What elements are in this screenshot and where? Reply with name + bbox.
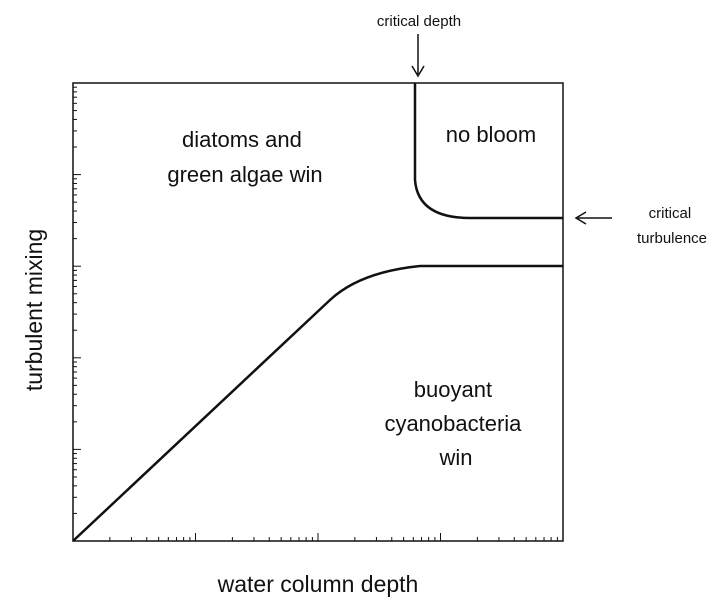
cyanobacteria-region-label: buoyant cyanobacteria win	[384, 377, 527, 470]
critical-turbulence-label: critical turbulence	[637, 205, 707, 247]
label-line: diatoms and	[182, 127, 302, 152]
no-bloom-region-label: no bloom	[446, 122, 537, 147]
ticks	[72, 86, 558, 542]
label-line: turbulence	[637, 230, 707, 247]
diatoms-region-label: diatoms and green algae win	[167, 127, 322, 187]
upper-boundary-curve	[413, 83, 563, 220]
label-line: buoyant	[414, 377, 492, 402]
label-line: win	[438, 445, 472, 470]
x-axis-label: water column depth	[217, 571, 419, 597]
label-line: cyanobacteria	[384, 411, 522, 436]
label-line: critical	[649, 205, 692, 222]
critical-depth-label: critical depth	[377, 13, 461, 30]
lower-boundary-curve	[72, 264, 563, 542]
critical-depth-arrow	[411, 34, 425, 78]
y-axis-label: turbulent mixing	[21, 229, 47, 391]
label-line: green algae win	[167, 162, 322, 187]
critical-turbulence-arrow	[574, 211, 612, 225]
